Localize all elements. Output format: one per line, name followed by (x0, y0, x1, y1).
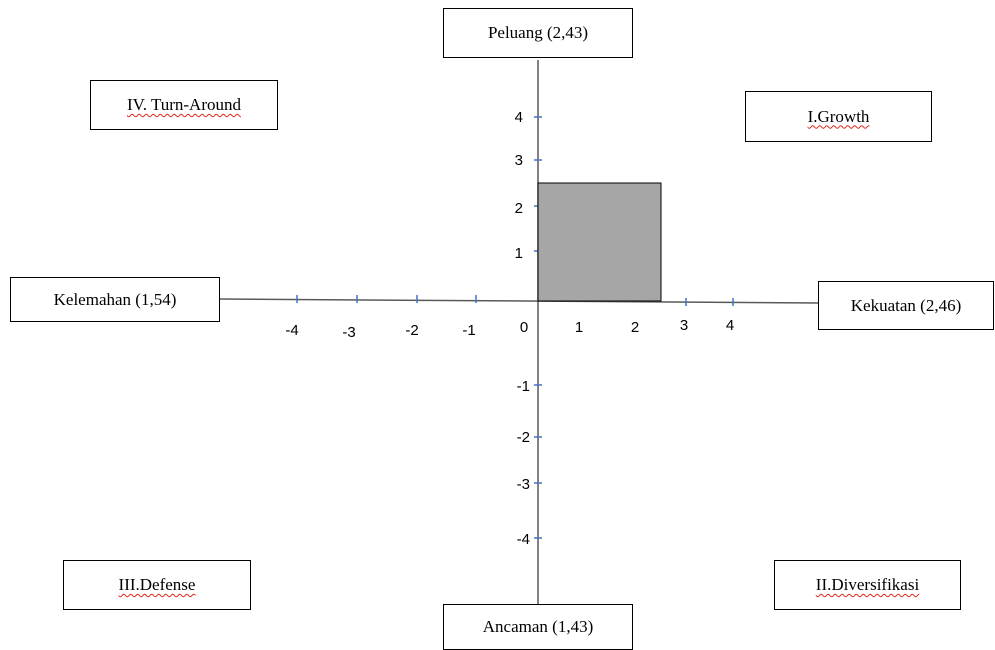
x-axis (219, 298, 821, 304)
quadrant-4-box: IV. Turn-Around (90, 80, 278, 130)
x-tick-label: -3 (342, 324, 355, 341)
y-tick-label: 3 (515, 152, 523, 169)
kelemahan-label-box: Kelemahan (1,54) (10, 277, 220, 322)
x-tick-label: -2 (405, 322, 418, 339)
kelemahan-label: Kelemahan (1,54) (53, 289, 177, 309)
kekuatan-label: Kekuatan (2,46) (850, 295, 962, 315)
kekuatan-label-box: Kekuatan (2,46) (818, 281, 994, 330)
x-tick-labels: -4 -3 -2 -1 0 1 2 3 4 (285, 317, 734, 341)
quadrant-3-box: III.Defense (63, 560, 251, 610)
y-tick-label: 4 (515, 109, 523, 126)
quadrant-2-label: II.Diversifikasi (815, 575, 920, 594)
y-tick-label: -3 (517, 476, 530, 493)
peluang-label: Peluang (2,43) (487, 23, 589, 42)
x-tick-label: -1 (462, 322, 475, 339)
x-tick-label: -4 (285, 322, 298, 339)
quadrant-4-label: IV. Turn-Around (127, 95, 241, 114)
x-tick-label: 3 (680, 317, 688, 334)
peluang-label-box: Peluang (2,43) (443, 8, 633, 58)
quadrant-1-box: I.Growth (745, 91, 932, 142)
x-tick-label: 0 (520, 319, 528, 336)
y-tick-label: 2 (515, 200, 523, 217)
ancaman-label: Ancaman (1,43) (482, 617, 594, 636)
y-tick-label: -1 (517, 378, 530, 395)
quadrant-1-label: I.Growth (807, 106, 870, 126)
x-axis-ticks (296, 295, 734, 306)
x-tick-label: 4 (726, 317, 734, 334)
y-tick-labels: 4 3 2 1 -1 -2 -3 -4 (515, 109, 530, 548)
quadrant-3-label: III.Defense (118, 575, 196, 594)
ancaman-label-box: Ancaman (1,43) (443, 604, 633, 650)
y-axis-ticks (534, 116, 542, 539)
quadrant-2-box: II.Diversifikasi (774, 560, 961, 610)
y-tick-label: 1 (515, 245, 523, 262)
y-tick-label: -2 (517, 429, 530, 446)
y-tick-label: -4 (517, 531, 530, 548)
x-tick-label: 1 (575, 319, 583, 336)
x-tick-label: 2 (631, 319, 639, 336)
position-rectangle (537, 182, 662, 302)
